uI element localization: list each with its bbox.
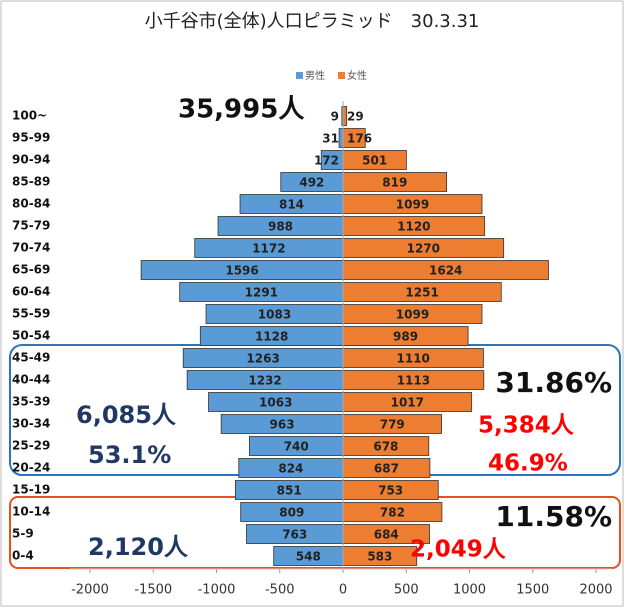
x-tick-label: 2000: [579, 583, 612, 598]
value-label: 492: [299, 176, 324, 190]
value-label: 1291: [245, 286, 278, 300]
category-label: 65-69: [12, 263, 50, 277]
value-label: 684: [374, 528, 399, 542]
value-label: 963: [270, 418, 295, 432]
value-label: 1120: [397, 220, 430, 234]
category-label: 45-49: [12, 351, 50, 365]
legend-swatch: [338, 72, 345, 79]
value-label: 1083: [258, 308, 291, 322]
value-label: 1270: [407, 242, 440, 256]
value-label: 1017: [391, 396, 424, 410]
category-label: 55-59: [12, 307, 50, 321]
value-label: 753: [378, 484, 403, 498]
category-label: 75-79: [12, 219, 50, 233]
value-label: 763: [282, 528, 307, 542]
value-label: 989: [393, 330, 418, 344]
annotation: 5,384人: [478, 413, 575, 439]
annotation: 2,049人: [410, 537, 507, 563]
value-label: 501: [362, 154, 387, 168]
annotation: 2,120人: [88, 533, 188, 561]
value-label: 548: [296, 550, 321, 564]
value-label: 1232: [248, 374, 281, 388]
category-label: 100~: [12, 109, 47, 123]
annotation: 6,085人: [76, 401, 176, 429]
value-label: 1110: [397, 352, 430, 366]
value-label: 1128: [255, 330, 288, 344]
value-label: 1099: [396, 198, 429, 212]
value-label: 1263: [246, 352, 279, 366]
value-label: 29: [347, 110, 364, 124]
annotation: 31.86%: [495, 366, 612, 399]
value-label: 1113: [397, 374, 430, 388]
chart-title: 小千谷市(全体)人口ピラミッド 30.3.31: [145, 11, 480, 32]
category-label: 85-89: [12, 175, 50, 189]
value-label: 988: [268, 220, 293, 234]
value-label: 172: [314, 154, 339, 168]
value-label: 740: [284, 440, 309, 454]
category-label: 0-4: [12, 549, 34, 563]
value-label: 1172: [252, 242, 285, 256]
category-label: 80-84: [12, 197, 50, 211]
value-label: 687: [374, 462, 399, 476]
category-label: 15-19: [12, 483, 50, 497]
value-label: 1063: [259, 396, 292, 410]
x-tick-label: -2000: [71, 583, 109, 598]
value-label: 176: [347, 132, 372, 146]
category-label: 35-39: [12, 395, 50, 409]
value-label: 851: [277, 484, 302, 498]
value-label: 678: [373, 440, 398, 454]
category-label: 95-99: [12, 131, 50, 145]
bar: [338, 128, 344, 148]
category-label: 10-14: [12, 505, 50, 519]
category-label: 5-9: [12, 527, 34, 541]
annotation: 53.1%: [88, 441, 171, 469]
category-label: 40-44: [12, 373, 50, 387]
annotation: 35,995人: [178, 95, 304, 125]
legend-swatch: [296, 72, 303, 79]
x-tick-label: 1500: [516, 583, 549, 598]
value-label: 824: [278, 462, 303, 476]
x-tick-label: -1500: [134, 583, 172, 598]
category-label: 30-34: [12, 417, 50, 431]
annotation: 11.58%: [495, 500, 612, 533]
value-label: 9: [331, 110, 339, 124]
x-tick-label: -1000: [198, 583, 236, 598]
legend-label: 女性: [347, 69, 367, 82]
annotation: 46.9%: [488, 451, 568, 477]
legend-label: 男性: [305, 69, 325, 82]
value-label: 782: [380, 506, 405, 520]
value-label: 814: [279, 198, 304, 212]
x-tick-label: -500: [265, 583, 295, 598]
value-label: 31: [322, 132, 339, 146]
category-label: 90-94: [12, 153, 50, 167]
x-tick-label: 0: [339, 583, 347, 598]
category-label: 60-64: [12, 285, 50, 299]
category-label: 20-24: [12, 461, 50, 475]
category-label: 50-54: [12, 329, 50, 343]
value-label: 1099: [396, 308, 429, 322]
value-label: 1624: [429, 264, 462, 278]
value-label: 1251: [405, 286, 438, 300]
value-label: 1596: [225, 264, 258, 278]
value-label: 779: [380, 418, 405, 432]
category-label: 70-74: [12, 241, 50, 255]
value-label: 819: [382, 176, 407, 190]
category-label: 25-29: [12, 439, 50, 453]
value-label: 583: [367, 550, 392, 564]
x-tick-label: 1000: [453, 583, 486, 598]
value-label: 809: [279, 506, 304, 520]
x-tick-label: 500: [394, 583, 419, 598]
